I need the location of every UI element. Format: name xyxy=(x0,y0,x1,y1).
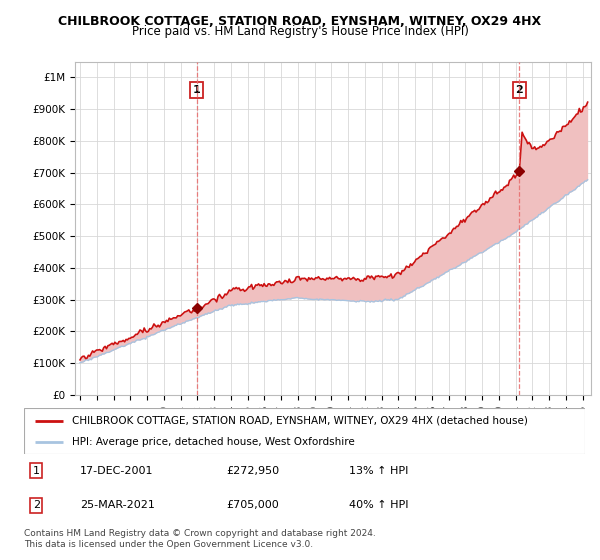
Text: CHILBROOK COTTAGE, STATION ROAD, EYNSHAM, WITNEY, OX29 4HX (detached house): CHILBROOK COTTAGE, STATION ROAD, EYNSHAM… xyxy=(71,416,527,426)
Text: CHILBROOK COTTAGE, STATION ROAD, EYNSHAM, WITNEY, OX29 4HX: CHILBROOK COTTAGE, STATION ROAD, EYNSHAM… xyxy=(58,15,542,27)
Text: Contains HM Land Registry data © Crown copyright and database right 2024.
This d: Contains HM Land Registry data © Crown c… xyxy=(24,529,376,549)
Text: 17-DEC-2001: 17-DEC-2001 xyxy=(80,466,154,476)
Text: 13% ↑ HPI: 13% ↑ HPI xyxy=(349,466,409,476)
Text: 2: 2 xyxy=(515,85,523,95)
Text: £705,000: £705,000 xyxy=(226,500,279,510)
Text: 40% ↑ HPI: 40% ↑ HPI xyxy=(349,500,409,510)
Text: Price paid vs. HM Land Registry's House Price Index (HPI): Price paid vs. HM Land Registry's House … xyxy=(131,25,469,38)
Text: HPI: Average price, detached house, West Oxfordshire: HPI: Average price, detached house, West… xyxy=(71,437,355,447)
Text: 2: 2 xyxy=(33,500,40,510)
Text: 1: 1 xyxy=(33,466,40,476)
Text: £272,950: £272,950 xyxy=(226,466,279,476)
Text: 1: 1 xyxy=(193,85,200,95)
Text: 25-MAR-2021: 25-MAR-2021 xyxy=(80,500,155,510)
